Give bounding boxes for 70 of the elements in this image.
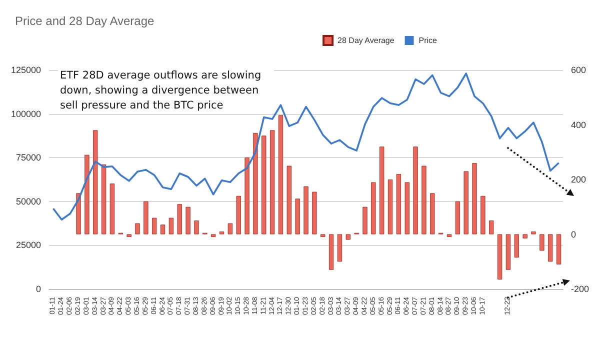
y2-tick-label: 200: [570, 174, 586, 184]
bar: [464, 171, 468, 234]
bar: [93, 130, 98, 234]
bar: [101, 164, 106, 234]
bar: [422, 166, 426, 234]
bar: [278, 115, 284, 234]
bar: [328, 234, 334, 270]
bar: [413, 146, 418, 234]
bar: [295, 198, 300, 234]
bar: [219, 232, 224, 234]
bar: [262, 136, 266, 234]
legend-label: 28 Day Average: [338, 36, 395, 45]
bar: [522, 234, 528, 238]
bar: [430, 193, 435, 234]
bar: [135, 223, 140, 234]
line-series: [52, 72, 560, 221]
bar: [304, 186, 308, 234]
bar: [497, 234, 502, 280]
bar: [404, 182, 410, 234]
y-tick-label: 75000: [16, 152, 42, 163]
bar: [472, 163, 477, 234]
bar: [144, 201, 148, 234]
bar: [489, 220, 494, 234]
bar: [540, 234, 544, 251]
y-tick-label: 50000: [16, 196, 42, 206]
y2-tick-label: -200: [570, 284, 589, 294]
bar: [110, 184, 115, 234]
bar: [152, 218, 157, 234]
bar: [76, 193, 81, 234]
bar: [211, 234, 216, 237]
bar: [244, 158, 250, 234]
bar: [346, 234, 350, 240]
y2-tick-label: 600: [570, 65, 586, 75]
bar: [236, 196, 241, 234]
bar: [455, 201, 460, 234]
bar: [228, 223, 232, 234]
y2-tick-label: 400: [570, 120, 586, 130]
bar: [253, 132, 258, 234]
bar: [160, 224, 166, 234]
y-tick-label: 25000: [16, 240, 42, 250]
bar: [371, 182, 376, 234]
y-tick-label: 125000: [10, 65, 42, 75]
bar: [270, 130, 275, 234]
bar: [388, 180, 393, 234]
bar: [506, 234, 511, 270]
bar: [177, 204, 182, 234]
bar: [548, 234, 553, 262]
bar: [514, 234, 519, 258]
legend-label: Price: [418, 36, 438, 45]
bar: [362, 206, 368, 234]
bar: [480, 196, 486, 234]
y2-tick-label: 0: [570, 229, 576, 240]
bar: [126, 234, 132, 237]
bar: [312, 192, 317, 234]
bar: [168, 218, 174, 234]
bar: [446, 234, 452, 237]
y-tick-label: 100000: [10, 108, 42, 119]
bar: [380, 146, 384, 234]
bar: [320, 234, 326, 237]
annotation: ETF 28D average outflows are slowing down, showing a divergence between sell pressure and the BTC price: [60, 70, 264, 112]
bar: [337, 234, 342, 262]
bar: [531, 232, 536, 234]
bar: [396, 174, 402, 234]
bar: [556, 234, 562, 264]
bar: [186, 206, 190, 234]
y-tick-label: 0: [36, 284, 42, 294]
bar: [286, 166, 292, 234]
bar: [194, 220, 199, 234]
bar: [84, 154, 90, 234]
chart-title: Price and 28 Day Average: [15, 14, 155, 28]
